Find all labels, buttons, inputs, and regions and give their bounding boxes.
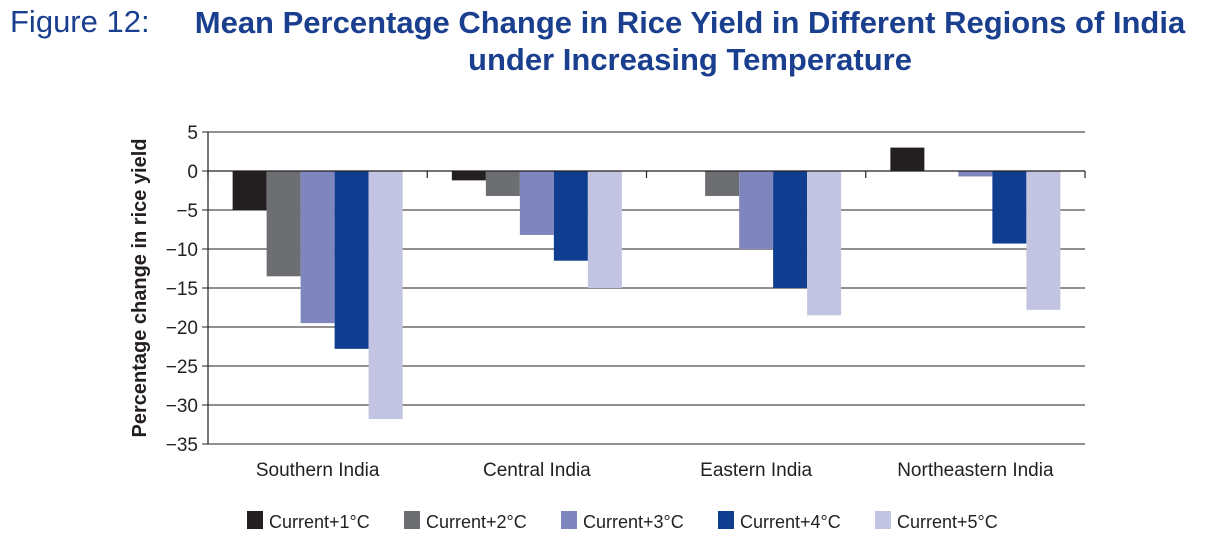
- bar: [992, 171, 1027, 244]
- legend-label: Current+3°C: [583, 512, 684, 532]
- figure-label: Figure 12:: [10, 4, 150, 39]
- bar: [1026, 171, 1061, 310]
- y-tick-label: −15: [166, 279, 198, 300]
- bar: [334, 171, 369, 349]
- bar: [232, 171, 267, 210]
- y-tick-labels: 5 0 −5 −10 −15 −20 −25 −30 −35: [166, 123, 198, 456]
- chart-title-line2: under Increasing Temperature: [468, 42, 912, 77]
- chart-title: Mean Percentage Change in Rice Yield in …: [150, 4, 1213, 78]
- bar: [773, 171, 808, 288]
- x-tick-label: Southern India: [256, 460, 380, 481]
- y-tick-label: −30: [166, 396, 198, 417]
- axes: [202, 131, 1086, 445]
- bar: [266, 171, 301, 277]
- legend-label: Current+2°C: [426, 512, 527, 532]
- bar: [300, 171, 335, 324]
- y-axis-label: Percentage change in rice yield: [129, 138, 151, 437]
- bar: [958, 171, 993, 177]
- bar: [705, 171, 740, 196]
- y-tick-label: −35: [166, 435, 198, 456]
- bar: [519, 171, 554, 235]
- legend-swatch: [247, 511, 263, 529]
- chart-title-line1: Mean Percentage Change in Rice Yield in …: [194, 5, 1186, 40]
- bar: [451, 171, 486, 181]
- y-tick-label: 0: [187, 162, 198, 183]
- legend-label: Current+4°C: [740, 512, 841, 532]
- bar: [485, 171, 520, 196]
- bar: [587, 171, 622, 288]
- legend: Current+1°C Current+2°C Current+3°C Current…: [247, 511, 998, 532]
- bar: [890, 147, 925, 171]
- legend-label: Current+5°C: [897, 512, 998, 532]
- x-tick-label: Central India: [483, 460, 591, 481]
- x-tick-labels: Southern India Central India Eastern India…: [256, 460, 1054, 481]
- legend-label: Current+1°C: [269, 512, 370, 532]
- y-tick-label: −5: [176, 201, 198, 222]
- bars: [232, 147, 1061, 420]
- legend-swatch: [875, 511, 891, 529]
- bar: [553, 171, 588, 261]
- bar: [807, 171, 842, 316]
- y-tick-label: 5: [187, 123, 198, 144]
- legend-swatch: [561, 511, 577, 529]
- y-tick-label: −20: [166, 318, 198, 339]
- x-tick-label: Northeastern India: [897, 460, 1054, 481]
- y-tick-label: −25: [166, 357, 198, 378]
- legend-swatch: [718, 511, 734, 529]
- bar: [739, 171, 774, 249]
- x-tick-label: Eastern India: [700, 460, 812, 481]
- y-tick-label: −10: [166, 240, 198, 261]
- legend-swatch: [404, 511, 420, 529]
- bar: [368, 171, 403, 420]
